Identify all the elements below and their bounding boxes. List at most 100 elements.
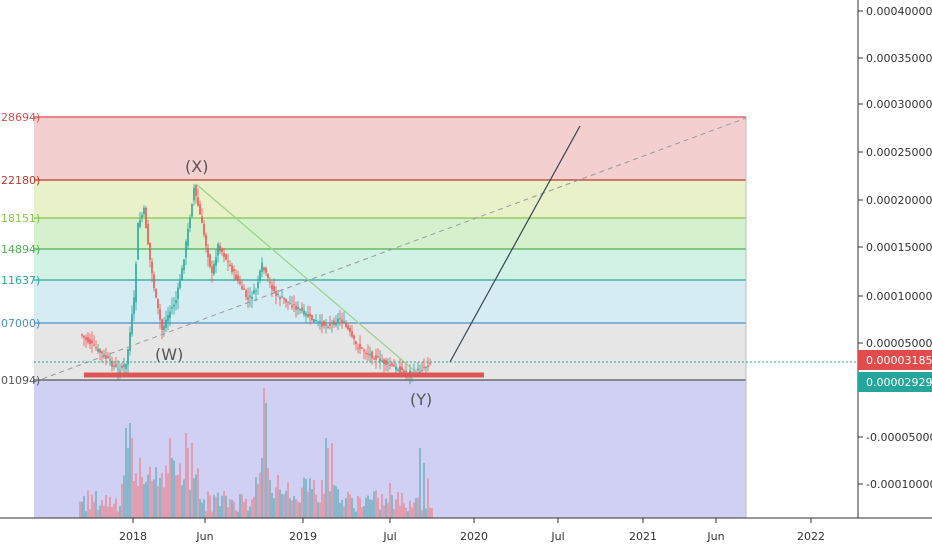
price-tag-label: 0.00003185: [866, 354, 932, 367]
volume-bar: [321, 480, 323, 518]
candle-body: [81, 334, 83, 336]
volume-bar: [219, 506, 221, 518]
volume-bar: [237, 511, 239, 518]
volume-bar: [129, 423, 131, 518]
y-axis[interactable]: 0.00040000 0.00035000 0.00030000 0.00025000…: [858, 5, 932, 491]
volume-bar: [277, 475, 279, 518]
volume-bar: [421, 510, 423, 518]
volume-bar: [137, 486, 139, 518]
volume-bar: [153, 479, 155, 518]
fib-zone-4: [34, 249, 746, 280]
candle-body: [377, 356, 379, 358]
x-tick-label: 2020: [460, 530, 488, 543]
volume-bar: [211, 511, 213, 518]
volume-bar: [81, 501, 83, 518]
candle-body: [283, 297, 285, 300]
candle-body: [249, 295, 251, 298]
volume-bar: [271, 493, 273, 518]
price-tags: 0.00003185 0.00002929: [858, 350, 932, 392]
volume-bar: [257, 484, 259, 518]
volume-bar: [197, 468, 199, 518]
candle-body: [199, 204, 201, 215]
candle-body: [357, 347, 359, 349]
candle-body: [425, 367, 427, 369]
fib-zone-5: [34, 280, 746, 323]
volume-bar: [345, 497, 347, 518]
fib-level-label: 11637): [1, 274, 40, 287]
candle-body: [379, 358, 381, 362]
volume-bar: [389, 483, 391, 518]
volume-bar: [115, 498, 117, 518]
volume-bar: [191, 443, 193, 518]
candle-body: [253, 289, 255, 294]
candle-body: [171, 307, 173, 309]
volume-bar: [121, 483, 123, 518]
fib-lines: [34, 116, 747, 518]
volume-bar: [141, 476, 143, 518]
candle-body: [335, 322, 337, 326]
candle-body: [275, 290, 277, 296]
volume-bar: [143, 484, 145, 518]
candle-body: [83, 335, 85, 338]
volume-bar: [335, 486, 337, 518]
volume-bar: [145, 481, 147, 518]
candle-body: [87, 336, 89, 343]
candle-body: [207, 247, 209, 258]
x-tick-label: 2021: [629, 530, 657, 543]
dashed-trendline: [33, 117, 747, 383]
volume-bar: [385, 498, 387, 518]
candle-body: [347, 325, 349, 330]
wave-label-y: (Y): [410, 390, 432, 409]
volume-bar: [231, 499, 233, 518]
volume-bar: [395, 499, 397, 518]
candle-body: [203, 223, 205, 236]
candle-body: [261, 262, 263, 272]
volume-bar: [119, 506, 121, 518]
volume-bar: [217, 492, 219, 518]
candle-body: [111, 360, 113, 367]
candle-body: [361, 347, 363, 349]
volume-bar: [299, 502, 301, 518]
volume-bar: [253, 496, 255, 518]
candle-body: [95, 347, 97, 349]
volume-bar: [87, 490, 89, 518]
x-axis[interactable]: 2018 Jun 2019 Jul 2020 Jul 2021 Jun 2022: [119, 518, 825, 543]
volume-bar: [85, 511, 87, 518]
volume-bar: [213, 495, 215, 518]
candle-body: [281, 296, 283, 298]
candle-body: [239, 281, 241, 284]
volume-bar: [397, 491, 399, 518]
candle-body: [327, 326, 329, 328]
candle-body: [127, 349, 129, 365]
y-tick-label: -0.00005000: [866, 431, 932, 444]
volume-bar: [193, 478, 195, 518]
candle-body: [147, 224, 149, 245]
volume-bar: [293, 495, 295, 518]
volume-bar: [107, 506, 109, 518]
volume-bar: [261, 458, 263, 518]
fib-zone-6: [34, 323, 746, 380]
volume-bar: [123, 475, 125, 518]
candle-body: [167, 314, 169, 322]
candle-body: [305, 313, 307, 316]
volume-bar: [111, 506, 113, 518]
candle-body: [279, 297, 281, 300]
volume-bar: [425, 508, 427, 518]
candle-body: [231, 265, 233, 273]
candle-body: [245, 290, 247, 297]
volume-bar: [101, 500, 103, 518]
volume-bar: [315, 494, 317, 518]
candle-body: [185, 241, 187, 258]
volume-layer: [79, 388, 433, 518]
volume-bar: [401, 492, 403, 518]
volume-bar: [357, 495, 359, 518]
candle-body: [173, 304, 175, 307]
volume-bar: [303, 477, 305, 518]
volume-bar: [175, 475, 177, 518]
volume-bar: [367, 495, 369, 518]
x-tick-label: 2019: [289, 530, 317, 543]
volume-bar: [91, 494, 93, 518]
candle-body: [299, 309, 301, 311]
candle-body: [179, 280, 181, 288]
